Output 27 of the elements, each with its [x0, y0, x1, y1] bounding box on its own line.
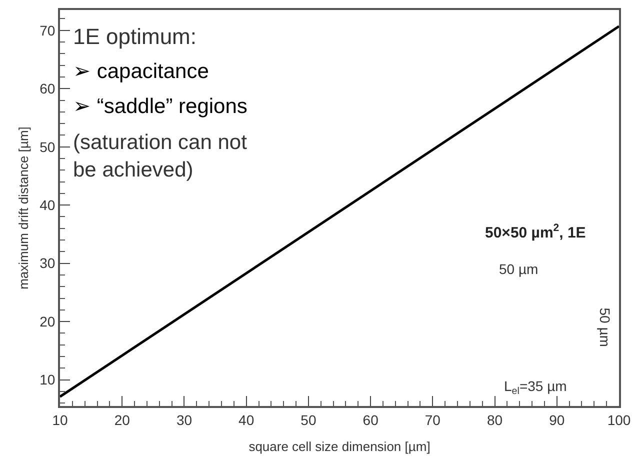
x-tick-label: 40: [238, 412, 254, 428]
y-tick-label: 40: [40, 196, 56, 213]
x-tick-label: 90: [549, 412, 565, 428]
x-tick-label: 30: [176, 412, 192, 428]
annotation: ➢ capacitance: [73, 60, 209, 83]
x-tick-label: 80: [486, 412, 503, 428]
y-tick-label: 70: [40, 22, 56, 38]
x-tick-label: 100: [607, 412, 631, 428]
x-tick-label: 60: [362, 412, 379, 428]
annotation: 50 µm: [596, 308, 613, 347]
x-tick-label: 10: [52, 412, 68, 428]
y-tick-label: 30: [40, 255, 56, 272]
x-tick-label: 20: [114, 412, 130, 428]
y-tick-label: 60: [40, 80, 56, 97]
annotation: 50×50 µm$^{2}$, 1E: [485, 222, 586, 242]
x-tick-label: 70: [424, 412, 441, 428]
annotation: 1E optimum:: [73, 24, 196, 49]
annotation: (saturation can not be achieved): [73, 131, 248, 182]
annotation: ➢ “saddle” regions: [73, 95, 248, 118]
annotation: L$_{el}$=35 µm: [504, 378, 567, 397]
annotation: 50 µm: [499, 261, 538, 277]
y-axis-title: maximum drift distance [µm]: [16, 126, 32, 290]
x-axis-title: square cell size dimension [µm]: [248, 438, 430, 454]
y-tick-label: 10: [40, 372, 56, 388]
y-tick-label: 50: [40, 138, 56, 155]
x-tick-label: 50: [300, 412, 316, 428]
y-tick-label: 20: [40, 313, 56, 330]
